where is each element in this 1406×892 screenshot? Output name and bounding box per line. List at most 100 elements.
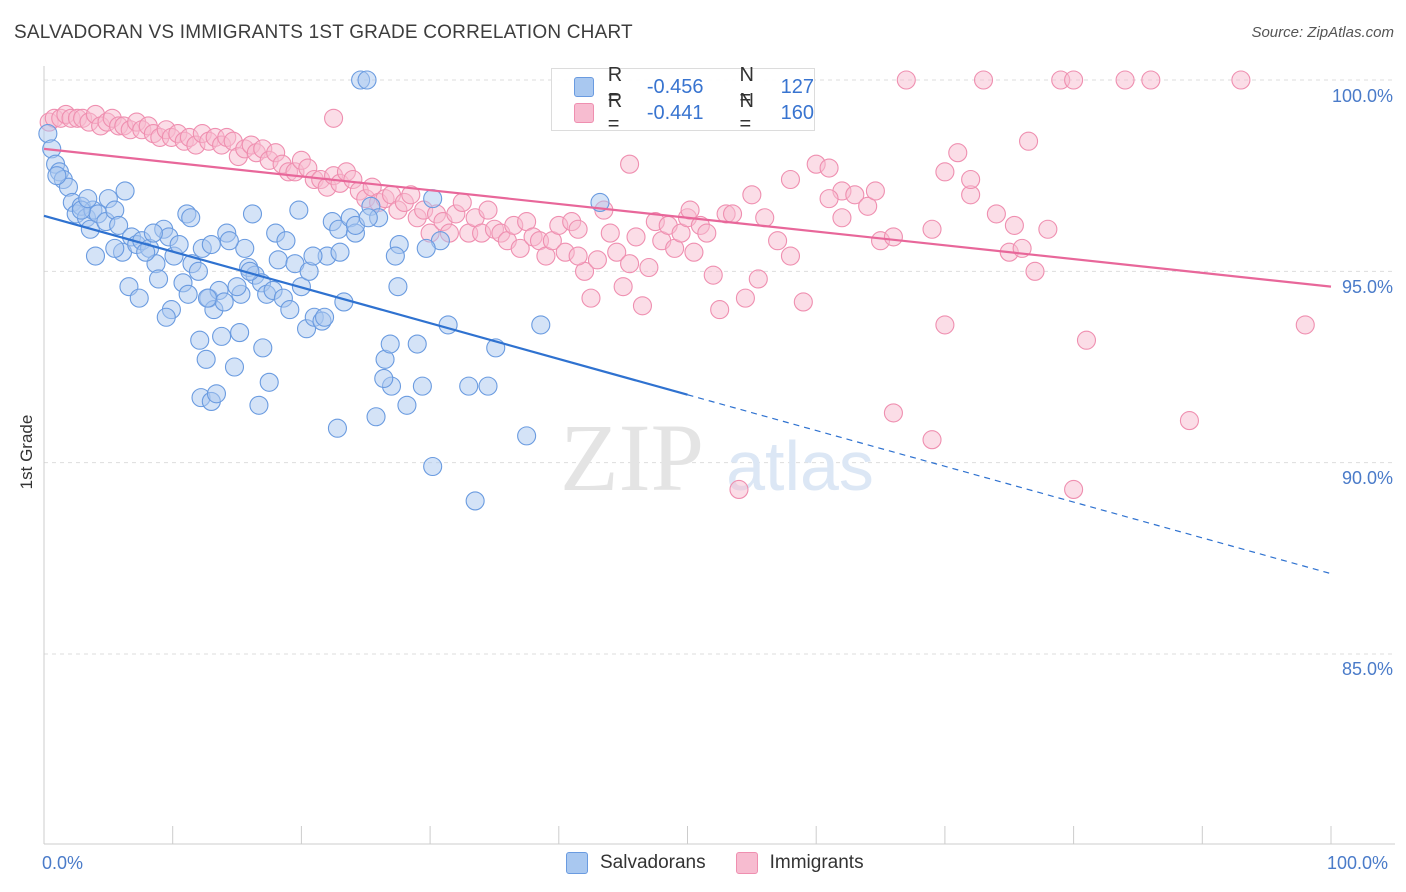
immigrant-point [478,200,498,220]
immigrant-point [510,238,530,258]
immigrant-point [1004,215,1024,235]
salvadoran-point [143,223,163,243]
watermark-zip: ZIP [560,404,704,511]
salvadorans-trend-line [43,214,688,396]
immigrant-point [986,204,1006,224]
legend-row-salvadorans: R = -0.456 N = 127 [574,64,814,109]
chart-source: Source: ZipAtlas.com [1251,24,1394,41]
immigrant-point [883,227,903,247]
salvadoran-point [289,200,309,220]
immigrant-point [858,196,878,216]
salvadoran-point [397,395,417,415]
immigrant-point [626,227,646,247]
axes [43,66,1395,845]
salvadoran-point [78,189,98,209]
immigrants-trend-line [43,147,1332,288]
salvadoran-point [380,334,400,354]
immigrants-swatch [574,103,594,123]
immigrant-point [1115,70,1135,90]
immigrant-point [581,288,601,308]
salvadorans-legend-label: Salvadorans [600,852,706,873]
salvadoran-point [196,349,216,369]
immigrant-point [780,169,801,190]
salvadoran-point [197,288,217,308]
salvadoran-point [201,234,221,255]
immigrant-point [768,231,788,251]
salvadoran-point [357,70,377,90]
immigrant-point [1179,411,1199,431]
immigrant-point [697,223,717,243]
salvadoran-point [358,208,378,228]
immigrant-point [935,315,955,335]
salvadoran-point [249,395,269,415]
salvadoran-point [214,292,234,312]
salvadoran-point [109,215,129,235]
salvadorans-swatch [574,77,594,97]
immigrant-point [780,246,801,266]
salvadoran-point [224,357,245,377]
gridlines [44,79,1395,655]
salvadoran-point [438,315,458,335]
immigrants-legend-swatch [735,852,758,874]
salvadoran-point [253,338,273,358]
immigrant-point [865,181,885,201]
salvadoran-point [235,238,255,258]
r-value: -0.456 [646,75,704,98]
immigrant-point [832,208,852,228]
salvadoran-point [188,261,208,281]
immigrant-point [1076,330,1097,350]
immigrant-point [632,296,653,316]
immigrant-point [1038,219,1058,239]
x-tick-label-min: 0.0% [42,853,84,873]
immigrant-point [1295,315,1315,335]
r-value: -0.441 [646,101,704,124]
series-legend: Salvadorans Immigrants [566,852,894,874]
salvadorans-points [38,70,610,511]
immigrant-point [922,430,942,450]
salvadoran-point [230,323,250,343]
immigrant-point [639,257,659,278]
r-label: R = [607,64,623,109]
salvadoran-point [219,231,239,251]
immigrant-point [748,269,768,289]
salvadoran-point [407,334,427,354]
legend-item-salvadorans[interactable]: Salvadorans [566,852,706,874]
y-axis-title: 1st Grade [17,414,36,490]
immigrant-point [845,185,865,205]
salvadoran-point [280,300,300,320]
salvadoran-point [423,189,443,209]
salvadoran-point [276,231,296,251]
r-label: R = [607,90,623,135]
salvadoran-point [303,246,323,266]
salvadoran-point [517,426,537,446]
n-label: N = [739,90,754,135]
salvadoran-point [465,491,485,511]
immigrant-point [568,219,588,239]
n-value: 160 [780,101,814,124]
immigrant-point [568,246,588,266]
immigrant-point [452,192,472,213]
salvadoran-point [478,376,498,396]
watermark-atlas: atlas [726,427,874,505]
y-tick-label-85: 85.0% [1341,659,1393,679]
salvadoran-point [366,407,386,427]
salvadoran-point [416,238,436,258]
salvadoran-point [115,181,135,201]
legend-item-immigrants[interactable]: Immigrants [735,852,864,874]
immigrant-point [1064,479,1084,500]
watermark: ZIP atlas [560,404,874,511]
y-tick-label-95: 95.0% [1341,277,1393,297]
salvadorans-legend-swatch [566,852,588,874]
salvadoran-point [268,250,288,270]
immigrant-point [401,185,421,205]
immigrant-point [755,208,775,228]
y-tick-label-90: 90.0% [1341,468,1393,488]
salvadoran-point [531,315,551,335]
immigrant-point [703,265,723,285]
immigrant-point [935,162,955,182]
immigrant-point [1019,131,1039,151]
immigrant-point [896,70,916,90]
trend-lines [43,147,1332,575]
n-label: N = [739,64,754,109]
immigrant-point [1141,70,1161,90]
